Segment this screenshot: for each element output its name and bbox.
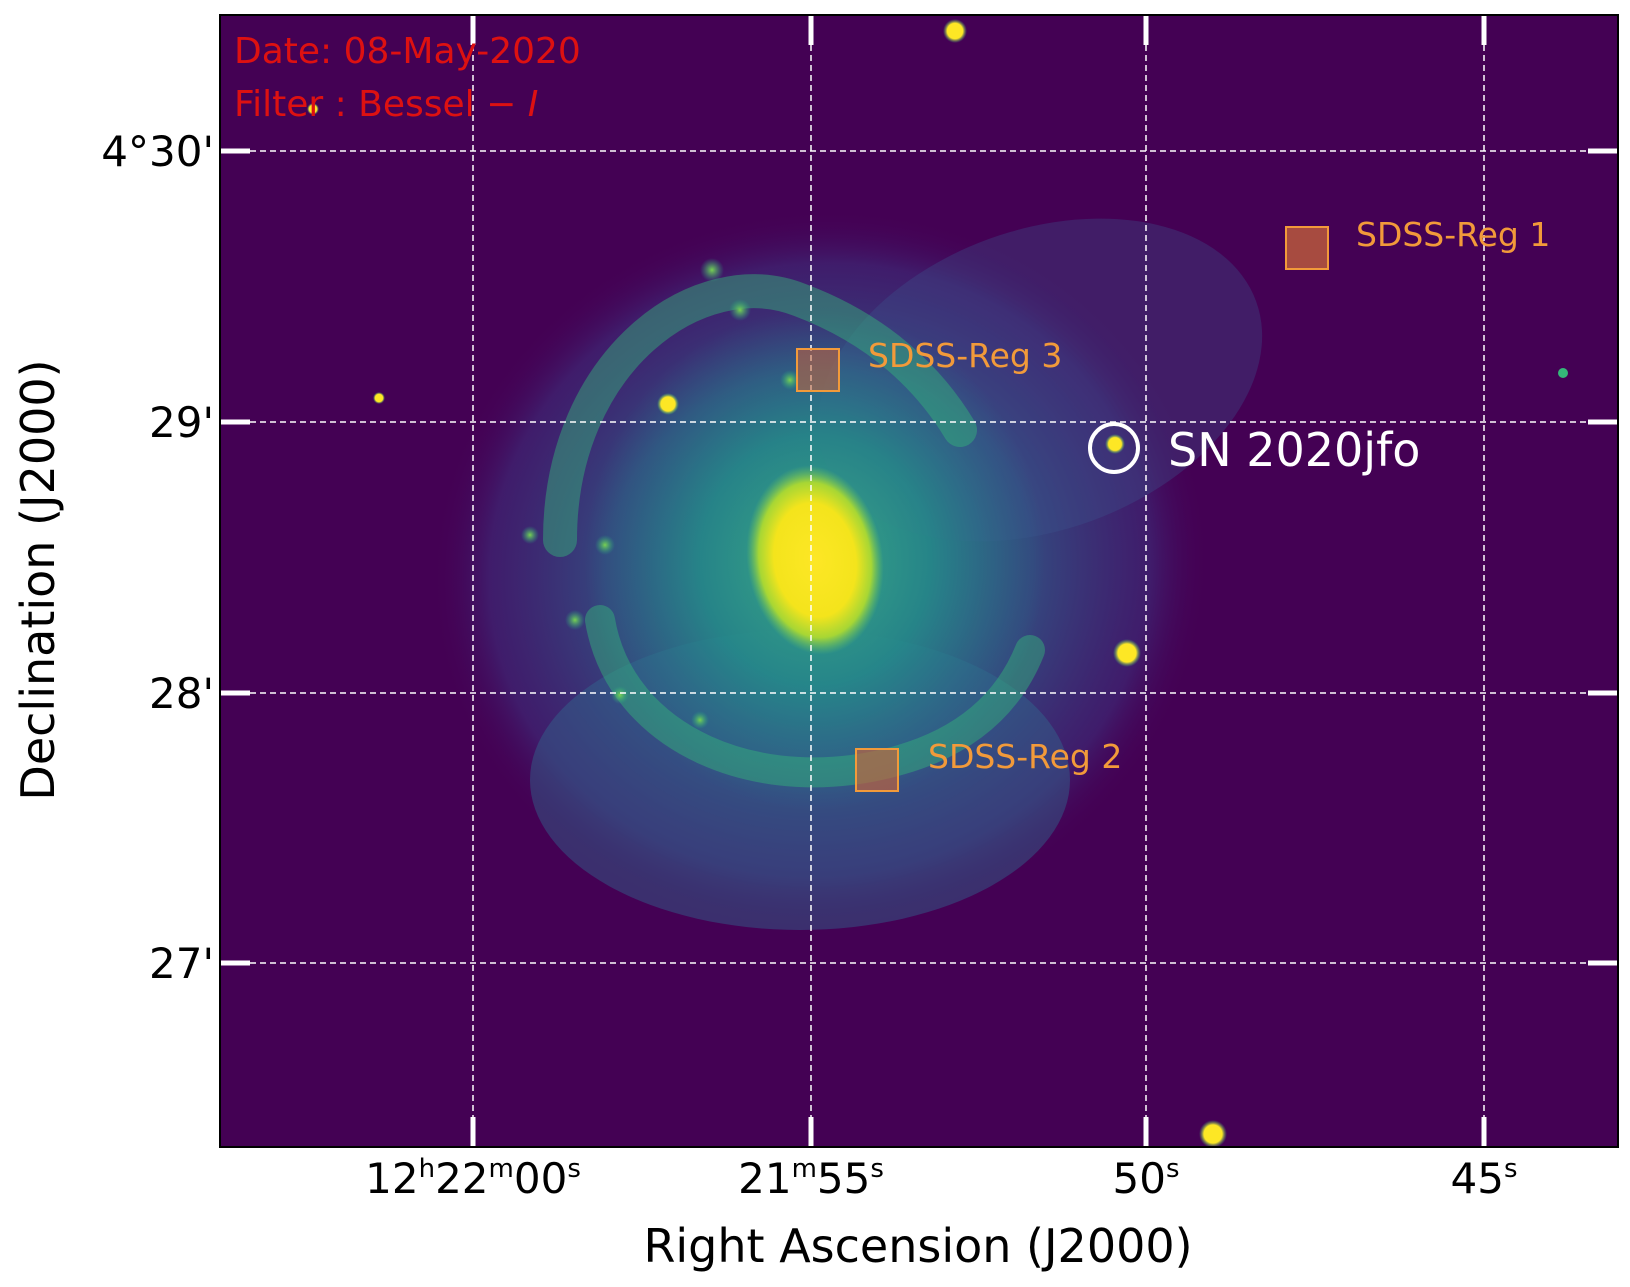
star <box>657 393 679 415</box>
spiral-arm-north <box>543 274 977 557</box>
sdss-region-2-label: SDSS-Reg 2 <box>928 737 1122 776</box>
x-axis-title: Right Ascension (J2000) <box>643 1219 1192 1273</box>
hii-knot <box>729 299 751 321</box>
star <box>307 103 319 115</box>
galaxy-bulge <box>746 465 884 655</box>
star <box>943 19 967 43</box>
star <box>1105 434 1125 454</box>
x-tick-label: 12h22m00s <box>365 1154 581 1203</box>
hii-knot <box>565 610 585 630</box>
sdss-region-3-box <box>796 348 840 392</box>
x-tick-label: 21m55s <box>738 1154 884 1203</box>
star <box>1199 1120 1227 1147</box>
spiral-arm-south <box>585 605 1045 788</box>
x-tick-label: 45s <box>1451 1154 1518 1203</box>
sdss-region-1-box <box>1285 226 1329 270</box>
coordinate-grid <box>220 15 1618 1147</box>
sdss-region-3-label: SDSS-Reg 3 <box>868 336 1062 375</box>
supernova-marker-circle <box>1088 422 1140 474</box>
hii-knot <box>611 686 629 704</box>
hii-knot <box>700 258 724 282</box>
galaxy-image <box>307 19 1568 1147</box>
tick-marks <box>220 15 1618 1147</box>
hii-knot <box>691 711 709 729</box>
y-axis-title: Declination (J2000) <box>11 359 65 800</box>
hii-knot <box>595 535 615 555</box>
sdss-region-2-box <box>855 748 899 792</box>
y-tick-label: 4°30' <box>101 127 214 176</box>
hii-knot <box>521 526 539 544</box>
y-tick-label: 28' <box>149 669 214 718</box>
star <box>1558 368 1568 378</box>
filter-prefix: Filter : Bessel − <box>234 84 528 125</box>
filter-band: I <box>528 84 539 125</box>
star <box>1113 639 1141 667</box>
filter-info: Filter : Bessel − I <box>234 84 538 125</box>
y-tick-label: 29' <box>149 398 214 447</box>
observation-date: Date: 08-May-2020 <box>234 31 581 72</box>
supernova-label: SN 2020jfo <box>1168 423 1420 477</box>
hii-knot <box>780 370 800 390</box>
star <box>373 392 385 404</box>
x-tick-label: 50s <box>1113 1154 1180 1203</box>
y-tick-label: 27' <box>149 939 214 988</box>
plot-frame <box>219 14 1619 1148</box>
sdss-region-1-label: SDSS-Reg 1 <box>1356 215 1550 254</box>
